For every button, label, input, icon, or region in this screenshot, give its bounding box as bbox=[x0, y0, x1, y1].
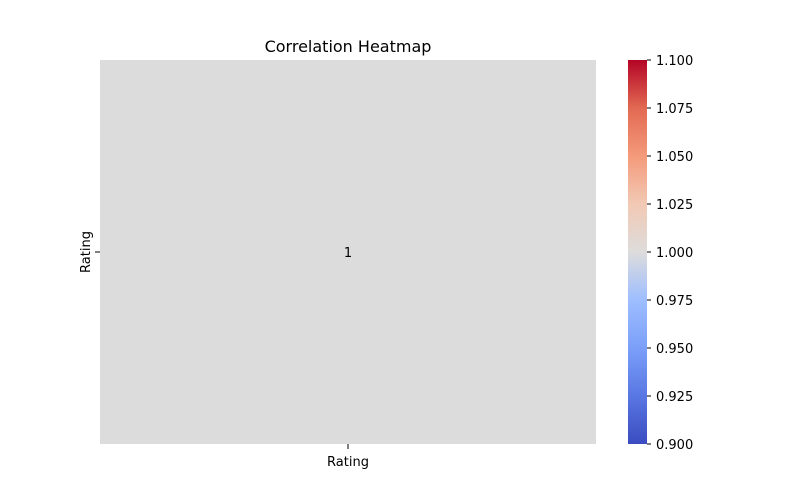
heatmap-cell bbox=[100, 60, 596, 444]
y-tick-label: Rating bbox=[79, 231, 94, 273]
colorbar-tick-label: 1.100 bbox=[656, 54, 693, 69]
colorbar-ticks: 0.900 0.925 0.950 0.975 1.000 1.025 1.050 1.075… bbox=[647, 54, 693, 453]
y-axis-ticks: Rating bbox=[79, 231, 100, 273]
cell-annotation: 1 bbox=[344, 246, 352, 261]
x-axis-ticks: Rating bbox=[327, 444, 369, 470]
colorbar-tick-label: 0.975 bbox=[656, 294, 693, 309]
colorbar-tick-label: 0.925 bbox=[656, 390, 693, 405]
x-tick-label: Rating bbox=[327, 455, 369, 470]
colorbar-tick-label: 0.950 bbox=[656, 342, 693, 357]
colorbar-tick-label: 0.900 bbox=[656, 438, 693, 453]
colorbar-tick-label: 1.000 bbox=[656, 246, 693, 261]
colorbar bbox=[628, 60, 647, 444]
chart-title: Correlation Heatmap bbox=[265, 37, 432, 56]
colorbar-tick-label: 1.050 bbox=[656, 150, 693, 165]
colorbar-tick-label: 1.075 bbox=[656, 102, 693, 117]
colorbar-tick-label: 1.025 bbox=[656, 198, 693, 213]
heatmap-cells: 1 bbox=[100, 60, 596, 444]
